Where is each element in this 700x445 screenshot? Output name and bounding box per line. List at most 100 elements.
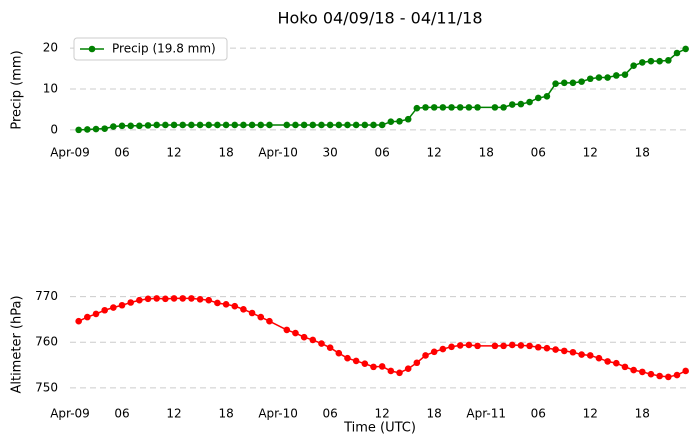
marker bbox=[240, 121, 247, 129]
x-tick-label: 12 bbox=[166, 146, 181, 160]
marker bbox=[665, 373, 672, 381]
x-axis-label: Time (UTC) bbox=[343, 421, 416, 436]
y-tick-label: 770 bbox=[35, 289, 58, 303]
marker bbox=[344, 121, 351, 129]
marker bbox=[179, 295, 187, 302]
marker bbox=[92, 125, 100, 133]
marker bbox=[101, 306, 108, 314]
marker bbox=[153, 295, 161, 302]
x-tick-label: 06 bbox=[114, 146, 129, 160]
x-tick-label: 30 bbox=[322, 146, 337, 160]
marker bbox=[84, 313, 91, 321]
marker bbox=[222, 121, 230, 129]
marker bbox=[292, 121, 299, 129]
marker bbox=[162, 295, 169, 303]
marker bbox=[639, 368, 646, 376]
y-tick-label: 0 bbox=[50, 122, 58, 136]
marker bbox=[543, 344, 551, 352]
marker bbox=[552, 80, 559, 87]
x-tick-label: 06 bbox=[531, 146, 546, 160]
marker bbox=[656, 372, 663, 380]
y-tick-label: 750 bbox=[35, 380, 58, 394]
marker bbox=[352, 121, 360, 129]
marker bbox=[560, 347, 568, 355]
marker bbox=[474, 104, 481, 111]
marker bbox=[578, 351, 585, 358]
marker bbox=[500, 342, 507, 350]
x-tick-label: 12 bbox=[166, 407, 181, 421]
marker bbox=[534, 343, 542, 351]
marker bbox=[413, 359, 421, 367]
legend-box bbox=[73, 37, 228, 61]
marker bbox=[448, 104, 455, 111]
marker bbox=[300, 333, 308, 341]
marker bbox=[266, 121, 273, 129]
y-tick-label: 10 bbox=[43, 81, 58, 95]
marker bbox=[647, 370, 655, 378]
marker bbox=[682, 45, 689, 53]
legend-marker bbox=[88, 45, 96, 53]
marker bbox=[196, 296, 204, 303]
marker bbox=[344, 354, 351, 362]
marker bbox=[612, 359, 620, 367]
marker bbox=[639, 59, 646, 66]
marker bbox=[491, 104, 499, 111]
legend-label: Precip (19.8 mm) bbox=[112, 42, 216, 56]
marker bbox=[595, 74, 603, 81]
marker bbox=[517, 342, 525, 349]
marker bbox=[430, 104, 438, 111]
x-tick-label: 18 bbox=[218, 407, 233, 421]
marker bbox=[604, 74, 611, 81]
marker bbox=[422, 352, 429, 359]
x-tick-label: Apr-09 bbox=[50, 407, 90, 421]
x-tick-label: 18 bbox=[218, 146, 233, 160]
x-tick-label: 12 bbox=[583, 146, 598, 160]
marker bbox=[578, 78, 585, 85]
marker bbox=[673, 49, 681, 57]
marker bbox=[335, 121, 343, 129]
marker bbox=[318, 340, 325, 347]
marker bbox=[144, 295, 152, 303]
x-tick-label: 06 bbox=[531, 407, 546, 421]
marker bbox=[552, 346, 559, 353]
marker bbox=[326, 344, 334, 351]
marker bbox=[361, 360, 369, 367]
marker bbox=[595, 354, 603, 362]
marker bbox=[665, 57, 672, 64]
marker bbox=[144, 122, 152, 129]
marker bbox=[257, 121, 265, 129]
marker bbox=[586, 352, 594, 359]
marker bbox=[465, 104, 473, 111]
marker bbox=[196, 121, 204, 129]
marker bbox=[404, 115, 412, 123]
y-axis-label: Precip (mm) bbox=[10, 50, 25, 129]
x-tick-label: Apr-10 bbox=[258, 407, 298, 421]
marker bbox=[378, 121, 386, 129]
x-tick-label: 12 bbox=[583, 407, 598, 421]
marker bbox=[508, 101, 516, 108]
x-tick-label: 18 bbox=[635, 407, 650, 421]
marker bbox=[378, 363, 386, 370]
y-axis-label: Altimeter (hPa) bbox=[10, 295, 25, 393]
marker bbox=[309, 336, 317, 344]
y-tick-label: 760 bbox=[35, 335, 58, 349]
marker bbox=[110, 304, 117, 311]
marker bbox=[335, 349, 343, 357]
marker bbox=[222, 301, 230, 308]
marker bbox=[170, 295, 178, 302]
marker bbox=[300, 121, 308, 129]
marker bbox=[526, 98, 533, 106]
x-tick-label: 06 bbox=[322, 407, 337, 421]
marker bbox=[170, 121, 178, 129]
marker bbox=[569, 348, 577, 356]
marker bbox=[500, 104, 507, 111]
marker bbox=[352, 357, 360, 365]
marker bbox=[439, 104, 447, 111]
marker bbox=[205, 121, 213, 129]
marker bbox=[136, 296, 143, 304]
marker bbox=[75, 126, 82, 134]
marker bbox=[448, 343, 455, 351]
y-tick-label: 20 bbox=[43, 41, 58, 55]
marker bbox=[569, 79, 577, 87]
